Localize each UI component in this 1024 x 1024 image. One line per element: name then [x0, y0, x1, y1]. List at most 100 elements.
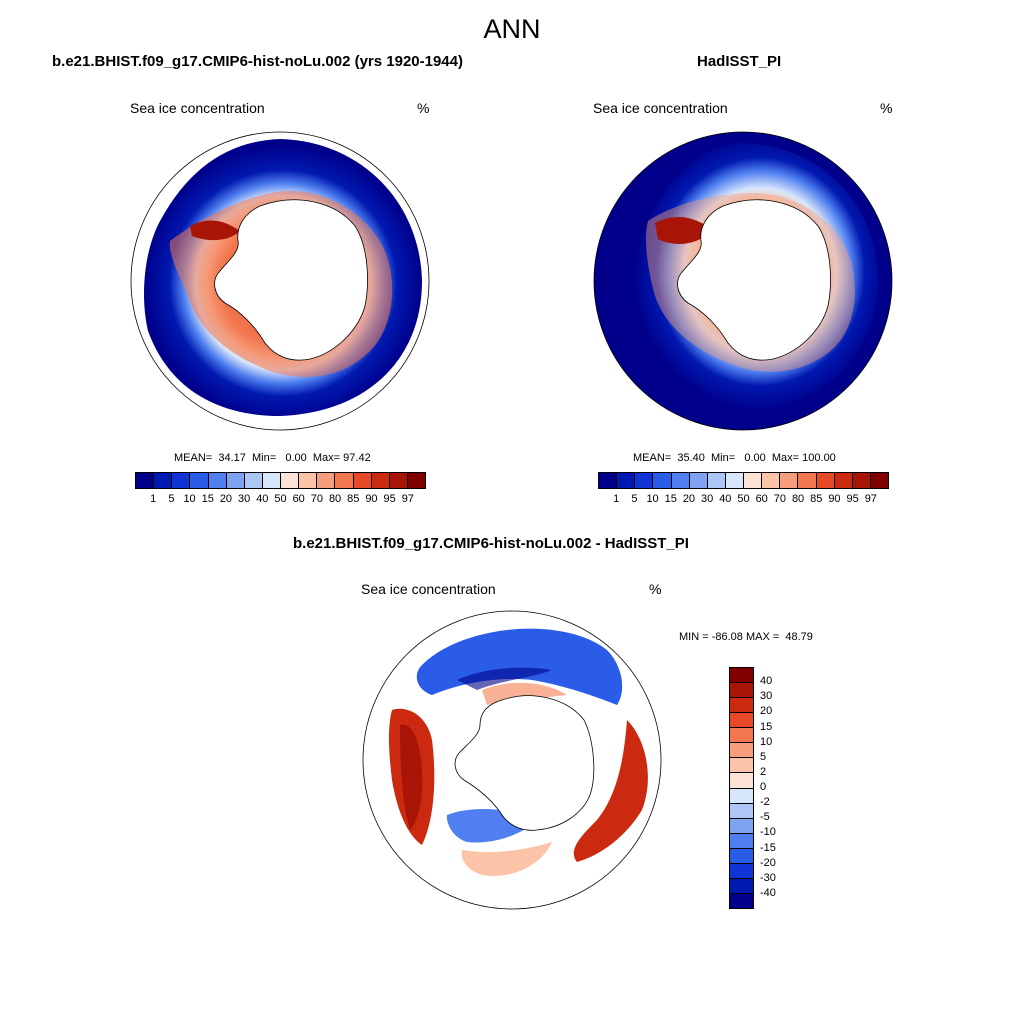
colorbar-tick-label: 30	[238, 493, 251, 505]
colorbar-tick-label: 80	[791, 493, 805, 505]
colorbar-tick-label: 30	[760, 690, 773, 703]
colorbar-tick-label: 1	[150, 493, 157, 505]
panel2-colorbar	[598, 472, 889, 489]
panel3-colorbar	[729, 667, 754, 909]
colorbar-swatch	[136, 473, 155, 488]
colorbar-tick-label: 10	[646, 493, 659, 505]
colorbar-tick-label: 90	[365, 493, 378, 505]
colorbar-tick-label: 40	[719, 493, 732, 505]
colorbar-swatch	[190, 473, 209, 488]
colorbar-tick-label: -5	[760, 811, 770, 824]
panel3-range-text: MIN = -86.08 MAX = 48.79	[679, 631, 813, 643]
panel1-title: b.e21.BHIST.f09_g17.CMIP6-hist-noLu.002 …	[52, 53, 463, 70]
panel1-colorbar	[135, 472, 426, 489]
panel3-antarctica	[454, 695, 595, 831]
panel1-weddell-high	[190, 220, 240, 241]
colorbar-tick-label: 5	[631, 493, 638, 505]
colorbar-swatch	[730, 713, 753, 729]
panel2-polar-map	[593, 131, 893, 431]
colorbar-swatch	[852, 473, 871, 488]
panel3-positive-east	[573, 720, 648, 862]
colorbar-tick-label: -15	[760, 841, 776, 854]
panel3-variable-label: Sea ice concentration	[361, 581, 496, 597]
colorbar-tick-label: 15	[201, 493, 214, 505]
colorbar-tick-label: -10	[760, 826, 776, 839]
colorbar-swatch	[335, 473, 354, 488]
colorbar-swatch	[780, 473, 799, 488]
colorbar-swatch	[317, 473, 336, 488]
colorbar-tick-label: 15	[664, 493, 677, 505]
colorbar-tick-label: 10	[760, 735, 773, 748]
colorbar-tick-label: 97	[864, 493, 877, 505]
panel1-polar-map	[130, 131, 430, 431]
colorbar-tick-label: 90	[828, 493, 841, 505]
colorbar-swatch	[730, 668, 753, 684]
colorbar-swatch	[798, 473, 817, 488]
colorbar-tick-label: 97	[401, 493, 414, 505]
colorbar-swatch	[281, 473, 300, 488]
colorbar-swatch	[816, 473, 835, 488]
colorbar-tick-label: 50	[737, 493, 750, 505]
colorbar-swatch	[172, 473, 191, 488]
colorbar-swatch	[730, 698, 753, 714]
colorbar-swatch	[730, 773, 753, 789]
panel1-variable-label: Sea ice concentration	[130, 100, 265, 116]
colorbar-tick-label: 10	[183, 493, 196, 505]
colorbar-swatch	[730, 863, 753, 879]
colorbar-tick-label: 80	[328, 493, 342, 505]
panel3-units-label: %	[649, 581, 662, 597]
colorbar-tick-label: -2	[760, 796, 770, 809]
colorbar-swatch	[730, 803, 753, 819]
panel2-units-label: %	[880, 100, 893, 116]
colorbar-swatch	[389, 473, 408, 488]
colorbar-swatch	[730, 833, 753, 849]
colorbar-swatch	[707, 473, 726, 488]
colorbar-swatch	[730, 818, 753, 834]
panel2-antarctica	[677, 199, 831, 361]
colorbar-swatch	[599, 473, 618, 488]
colorbar-tick-label: 5	[760, 750, 767, 763]
colorbar-tick-label: 20	[682, 493, 696, 505]
colorbar-swatch	[870, 473, 888, 488]
colorbar-swatch	[653, 473, 672, 488]
panel2-stats: MEAN= 35.40 Min= 0.00 Max= 100.00	[633, 452, 836, 464]
colorbar-tick-label: 0	[760, 781, 767, 793]
colorbar-tick-label: 95	[383, 493, 396, 505]
colorbar-tick-label: -40	[760, 886, 776, 899]
colorbar-swatch	[407, 473, 425, 488]
colorbar-swatch	[730, 893, 753, 908]
colorbar-swatch	[730, 743, 753, 759]
colorbar-swatch	[725, 473, 744, 488]
colorbar-swatch	[353, 473, 372, 488]
colorbar-swatch	[730, 728, 753, 744]
panel1-antarctica	[214, 199, 368, 361]
colorbar-tick-label: 1	[613, 493, 620, 505]
colorbar-tick-label: 95	[846, 493, 859, 505]
figure-title: ANN	[483, 14, 541, 44]
colorbar-tick-label: 40	[760, 675, 773, 688]
colorbar-swatch	[730, 878, 753, 894]
colorbar-swatch	[244, 473, 263, 488]
colorbar-tick-label: 20	[219, 493, 233, 505]
colorbar-swatch	[671, 473, 690, 488]
colorbar-tick-label: 50	[274, 493, 287, 505]
panel3-polar-map	[362, 610, 662, 910]
colorbar-swatch	[208, 473, 227, 488]
panel3-title: b.e21.BHIST.f09_g17.CMIP6-hist-noLu.002 …	[293, 535, 689, 552]
colorbar-tick-label: 5	[168, 493, 175, 505]
colorbar-swatch	[635, 473, 654, 488]
colorbar-swatch	[617, 473, 636, 488]
colorbar-swatch	[730, 848, 753, 864]
colorbar-swatch	[371, 473, 390, 488]
colorbar-tick-label: 85	[347, 493, 360, 505]
colorbar-tick-label: 70	[773, 493, 786, 505]
panel2-title: HadISST_PI	[697, 53, 782, 70]
panel2-weddell-high	[655, 216, 711, 244]
colorbar-tick-label: 60	[292, 493, 305, 505]
colorbar-swatch	[730, 788, 753, 804]
panel2-variable-label: Sea ice concentration	[593, 100, 728, 116]
colorbar-swatch	[262, 473, 281, 488]
colorbar-swatch	[226, 473, 245, 488]
colorbar-tick-label: 15	[760, 720, 773, 733]
panel3-negative-north	[416, 628, 623, 705]
